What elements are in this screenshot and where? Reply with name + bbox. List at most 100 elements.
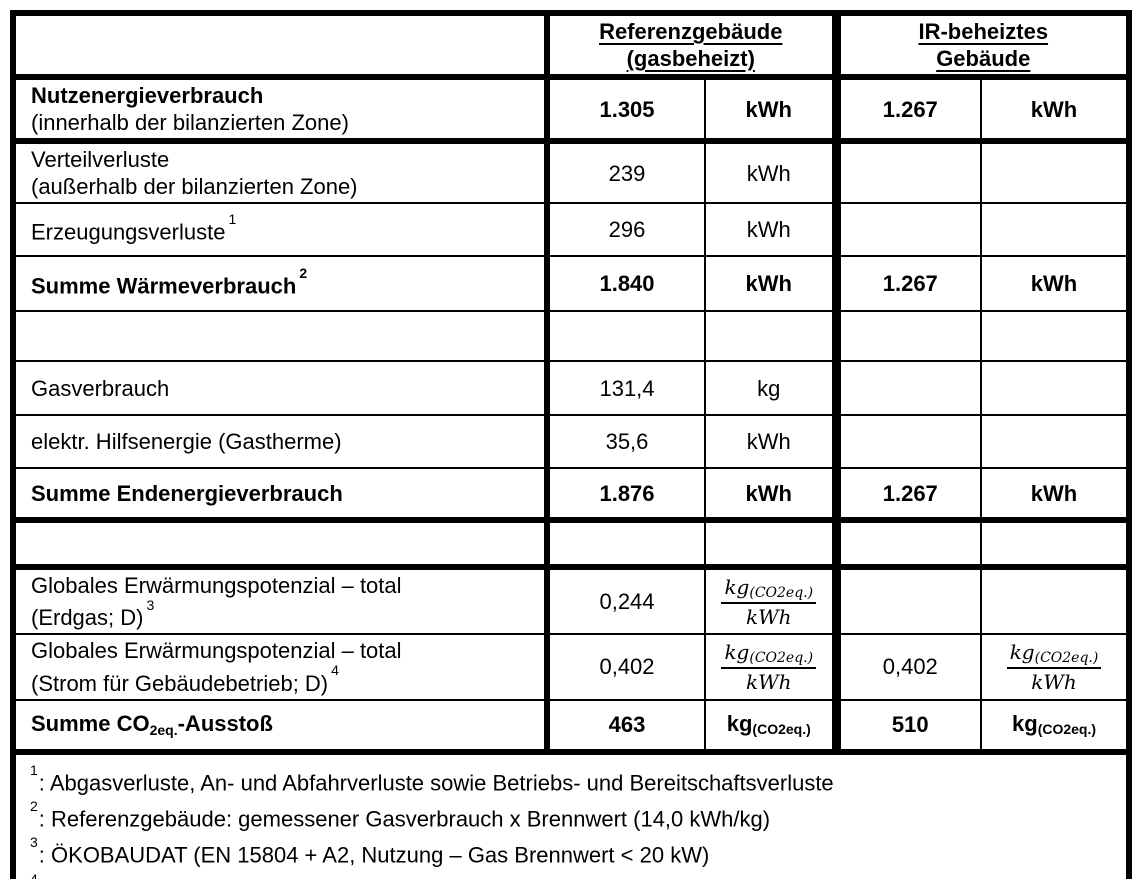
summe-endenergie-ref-value: 1.876: [546, 467, 706, 523]
gwp-strom-sublabel-text: (Strom für Gebäudebetrieb; D): [31, 670, 329, 696]
verteilverluste-sublabel: (außerhalb der bilanzierten Zone): [31, 174, 358, 199]
header-referenzgebaeude: Referenzgebäude (gasbeheizt): [545, 12, 841, 80]
fraction-co2eq-sub: (CO2eq.): [1034, 649, 1099, 666]
nutzenergie-ref-value: 1.305: [546, 76, 706, 144]
gasverbrauch-ir-value: [835, 360, 983, 416]
fraction-numerator: kg(CO2eq.): [1006, 641, 1102, 669]
summe-endenergie-ref-unit: kWh: [703, 467, 841, 523]
gwp-erdgas-label: Globales Erwärmungspotenzial – total: [31, 573, 402, 598]
kg-unit-sub: (CO2eq.): [1037, 720, 1097, 737]
summe-co2-ir-unit: kg(CO2eq.): [980, 698, 1131, 755]
summe-waerme-label: Summe Wärmeverbrauch: [31, 273, 297, 299]
fraction-denominator: kWh: [745, 669, 792, 694]
spacer1-label-cell: [12, 310, 550, 362]
header-ir-line1: IR-beheiztes: [918, 19, 1049, 44]
verteilverluste-label: Verteilverluste: [31, 147, 170, 172]
nutzenergie-sublabel: (innerhalb der bilanzierten Zone): [31, 110, 349, 135]
verteilverluste-label-cell: Verteilverluste (außerhalb der bilanzier…: [12, 140, 550, 204]
spacer2-cell: [835, 519, 983, 570]
gwp-erdgas-ref-value: 0,244: [546, 565, 706, 636]
summe-waerme-ref-value: 1.840: [546, 255, 706, 312]
fraction-numerator: kg(CO2eq.): [721, 574, 817, 604]
footnote-3-marker: 3: [30, 834, 38, 851]
footnote-2: 2: Referenzgebäude: gemessener Gasverbra…: [30, 798, 1116, 834]
fraction-denominator: kWh: [1031, 669, 1077, 694]
kg-unit-sub: (CO2eq.): [752, 720, 811, 737]
gwp-erdgas-sublabel: (Erdgas; D)3: [31, 597, 154, 631]
row-gasverbrauch: Gasverbrauch 131,4 kg: [12, 360, 1131, 416]
kg-co2eq-per-kwh-fraction: kg(CO2eq.) kWh: [721, 639, 817, 694]
gwp-strom-ref-unit: kg(CO2eq.) kWh: [703, 633, 841, 701]
spacer1-cell: [546, 310, 706, 362]
kg-co2eq-per-kwh-fraction: kg(CO2eq.) kWh: [721, 574, 817, 628]
nutzenergie-ref-unit: kWh: [703, 76, 841, 144]
gasverbrauch-label-cell: Gasverbrauch: [12, 360, 550, 416]
spacer2-cell: [546, 519, 706, 570]
hilfsenergie-ir-unit: [980, 414, 1131, 469]
header-row: Referenzgebäude (gasbeheizt) IR-beheizte…: [12, 12, 1131, 80]
gasverbrauch-ref-value: 131,4: [546, 360, 706, 416]
summe-endenergie-label-cell: Summe Endenergieverbrauch: [12, 467, 550, 523]
summe-waerme-ir-unit: kWh: [980, 255, 1131, 312]
row-gwp-strom: Globales Erwärmungspotenzial – total (St…: [12, 633, 1131, 701]
footnote-separator: :: [38, 842, 52, 868]
footnote-3-text: ÖKOBAUDAT (EN 15804 + A2, Nutzung – Gas …: [51, 842, 710, 868]
gwp-strom-ref-value: 0,402: [546, 633, 706, 701]
summe-waerme-label-cell: Summe Wärmeverbrauch2: [12, 255, 550, 312]
kg-co2eq-unit: kg(CO2eq.): [1012, 711, 1097, 737]
spacer1-cell: [980, 310, 1131, 362]
footnote-2-marker: 2: [30, 797, 38, 814]
spacer-row-1: [12, 310, 1131, 362]
gwp-erdgas-sublabel-text: (Erdgas; D): [31, 605, 144, 631]
header-ir-line2: Gebäude: [936, 46, 1031, 71]
nutzenergie-label-cell: Nutzenergieverbrauch (innerhalb der bila…: [12, 76, 550, 144]
fraction-co2eq-sub: (CO2eq.): [749, 649, 814, 666]
gwp-strom-ir-value: 0,402: [835, 633, 983, 701]
kg-co2eq-unit: kg(CO2eq.): [726, 710, 811, 737]
erzeugungsverluste-label-cell: Erzeugungsverluste1: [12, 202, 550, 257]
gasverbrauch-label: Gasverbrauch: [31, 375, 170, 401]
gwp-erdgas-ir-unit: [980, 565, 1131, 636]
row-summe-co2-ausstoss: Summe CO2eq.-Ausstoß 463 kg(CO2eq.) 510 …: [12, 698, 1131, 755]
summe-endenergie-label: Summe Endenergieverbrauch: [31, 480, 343, 506]
gasverbrauch-ref-unit: kg: [703, 360, 841, 416]
erzeugungsverluste-ref-unit: kWh: [703, 202, 841, 257]
hilfsenergie-ref-value: 35,6: [546, 414, 706, 469]
row-nutzenergieverbrauch: Nutzenergieverbrauch (innerhalb der bila…: [12, 76, 1131, 144]
gwp-erdgas-footnote-ref: 3: [146, 597, 155, 613]
hilfsenergie-label-cell: elektr. Hilfsenergie (Gastherme): [12, 414, 550, 469]
summe-waerme-ir-value: 1.267: [835, 255, 983, 312]
fraction-numerator: kg(CO2eq.): [721, 639, 817, 669]
row-verteilverluste: Verteilverluste (außerhalb der bilanzier…: [12, 140, 1131, 204]
header-empty-cell: [12, 12, 550, 80]
summe-co2-ir-value: 510: [835, 698, 983, 755]
summe-co2-label-cell: Summe CO2eq.-Ausstoß: [12, 698, 550, 755]
summe-co2-label-sub: 2eq.: [149, 721, 178, 738]
verteilverluste-ref-value: 239: [546, 140, 706, 204]
hilfsenergie-ref-unit: kWh: [703, 414, 841, 469]
verteilverluste-ir-value: [835, 140, 983, 204]
summe-waerme-ref-unit: kWh: [703, 255, 841, 312]
footnotes-cell: 1: Abgasverluste, An- und Abfahrverluste…: [13, 752, 1129, 879]
fraction-co2eq-sub: (CO2eq.): [749, 584, 814, 601]
erzeugungsverluste-ir-unit: [980, 202, 1131, 257]
footnote-2-text: Referenzgebäude: gemessener Gasverbrauch…: [51, 806, 771, 832]
footnotes-row: 1: Abgasverluste, An- und Abfahrverluste…: [13, 752, 1129, 879]
summe-co2-label-pre: Summe CO: [31, 710, 150, 736]
row-hilfsenergie: elektr. Hilfsenergie (Gastherme) 35,6 kW…: [12, 414, 1131, 469]
footnote-3: 3: ÖKOBAUDAT (EN 15804 + A2, Nutzung – G…: [30, 834, 1116, 870]
footnote-separator: :: [38, 806, 52, 832]
verteilverluste-ir-unit: [980, 140, 1131, 204]
kg-unit-main: kg: [726, 710, 753, 736]
hilfsenergie-ir-value: [835, 414, 983, 469]
hilfsenergie-label: elektr. Hilfsenergie (Gastherme): [31, 429, 342, 454]
fraction-kg: kg: [724, 639, 750, 664]
row-gwp-erdgas: Globales Erwärmungspotenzial – total (Er…: [12, 565, 1131, 636]
summe-co2-label-post: -Ausstoß: [177, 710, 273, 736]
spacer1-cell: [835, 310, 983, 362]
erzeugungsverluste-ir-value: [835, 202, 983, 257]
fraction-kg: kg: [724, 574, 750, 599]
gwp-strom-label-cell: Globales Erwärmungspotenzial – total (St…: [12, 633, 550, 701]
gwp-strom-label: Globales Erwärmungspotenzial – total: [31, 638, 402, 664]
footnote-4-marker: 4: [30, 870, 38, 879]
